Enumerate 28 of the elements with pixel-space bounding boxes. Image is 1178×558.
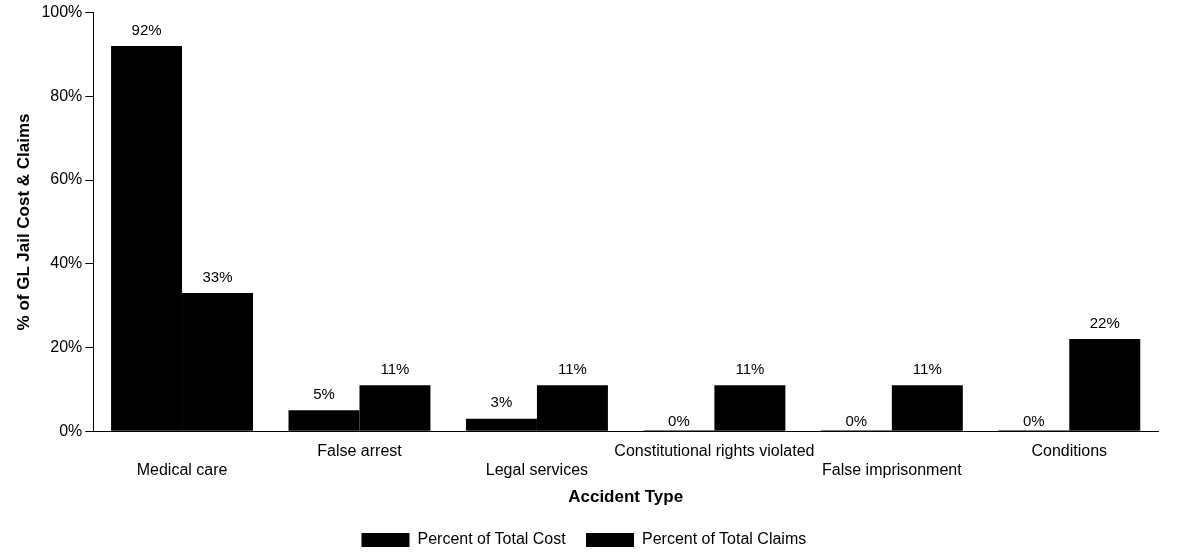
x-tick-label: Medical care	[136, 461, 228, 479]
data-label: 11%	[380, 359, 410, 377]
y-tick-label: 40%	[50, 254, 83, 272]
x-tick-label: Constitutional rights violated	[614, 442, 815, 460]
data-label: 11%	[735, 359, 765, 377]
y-axis-title: % of GL Jail Cost & Claims	[13, 113, 33, 331]
y-tick-label: 20%	[50, 337, 83, 355]
x-tick-label: Legal services	[485, 461, 589, 479]
data-label: 22%	[1089, 313, 1120, 331]
x-tick-label: False arrest	[317, 442, 403, 460]
x-tick-label: False imprisonment	[822, 461, 963, 479]
y-tick-label: 0%	[59, 421, 83, 439]
data-label: 11%	[912, 359, 942, 377]
y-tick-label: 100%	[41, 3, 83, 21]
data-label: 0%	[668, 411, 690, 429]
legend-label: Percent of Total Claims	[642, 530, 807, 548]
data-label: 92%	[131, 20, 162, 38]
legend-label: Percent of Total Cost	[417, 530, 567, 548]
data-label: 0%	[1022, 411, 1045, 429]
data-label: 3%	[490, 393, 513, 411]
data-label: 33%	[202, 267, 233, 285]
x-tick-label: Conditions	[1031, 442, 1108, 460]
data-label: 11%	[557, 359, 587, 377]
x-axis-title: Accident Type	[568, 487, 684, 507]
y-tick-label: 80%	[50, 86, 83, 104]
data-label: 0%	[845, 411, 868, 429]
y-tick-label: 60%	[50, 170, 83, 188]
data-label: 5%	[313, 384, 335, 402]
